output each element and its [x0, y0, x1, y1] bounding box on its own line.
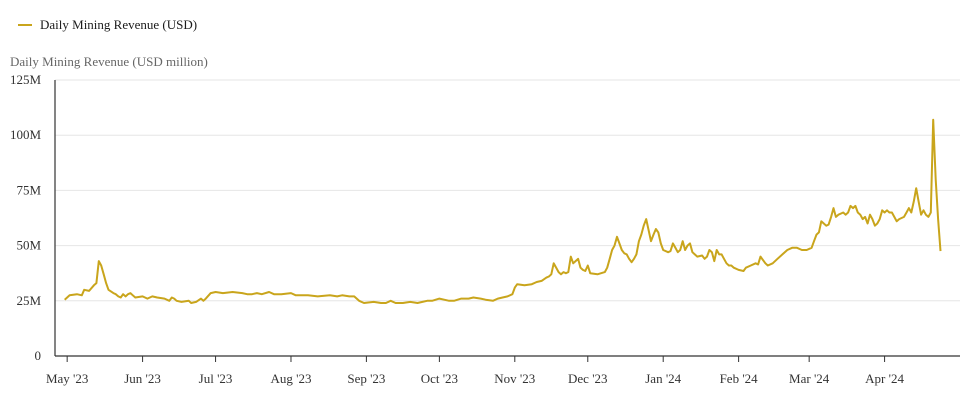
- y-axis-title: Daily Mining Revenue (USD million): [10, 54, 208, 69]
- y-tick-label: 75M: [16, 182, 41, 197]
- x-tick-label: Dec '23: [568, 371, 608, 386]
- y-axis-ticks: 0 25M 50M 75M 100M 125M: [10, 72, 42, 363]
- x-tick-label: Oct '23: [421, 371, 458, 386]
- y-tick-label: 125M: [10, 72, 42, 87]
- x-tick-label: Sep '23: [347, 371, 385, 386]
- series-lines: [64, 118, 942, 304]
- series-line: [64, 118, 942, 304]
- x-tick-label: Jun '23: [124, 371, 161, 386]
- axes: [54, 80, 960, 357]
- x-tick-label: Mar '24: [789, 371, 830, 386]
- x-tick-label: Jan '24: [645, 371, 681, 386]
- x-tick-label: Nov '23: [494, 371, 535, 386]
- y-tick-label: 100M: [10, 127, 42, 142]
- x-tick-label: Aug '23: [270, 371, 311, 386]
- y-tick-label: 25M: [16, 293, 41, 308]
- x-tick-label: Jul '23: [199, 371, 233, 386]
- legend-swatch: [18, 24, 32, 26]
- x-tick-label: Feb '24: [720, 371, 759, 386]
- x-tick-label: Apr '24: [865, 371, 904, 386]
- legend[interactable]: Daily Mining Revenue (USD): [18, 17, 197, 33]
- x-axis-ticks: May '23 Jun '23 Jul '23 Aug '23 Sep '23 Oct '…: [46, 356, 904, 386]
- legend-label: Daily Mining Revenue (USD): [40, 17, 198, 32]
- gridlines: [55, 79, 960, 302]
- y-tick-label: 50M: [16, 238, 41, 253]
- x-tick-label: May '23: [46, 371, 88, 386]
- y-tick-label: 0: [35, 348, 42, 363]
